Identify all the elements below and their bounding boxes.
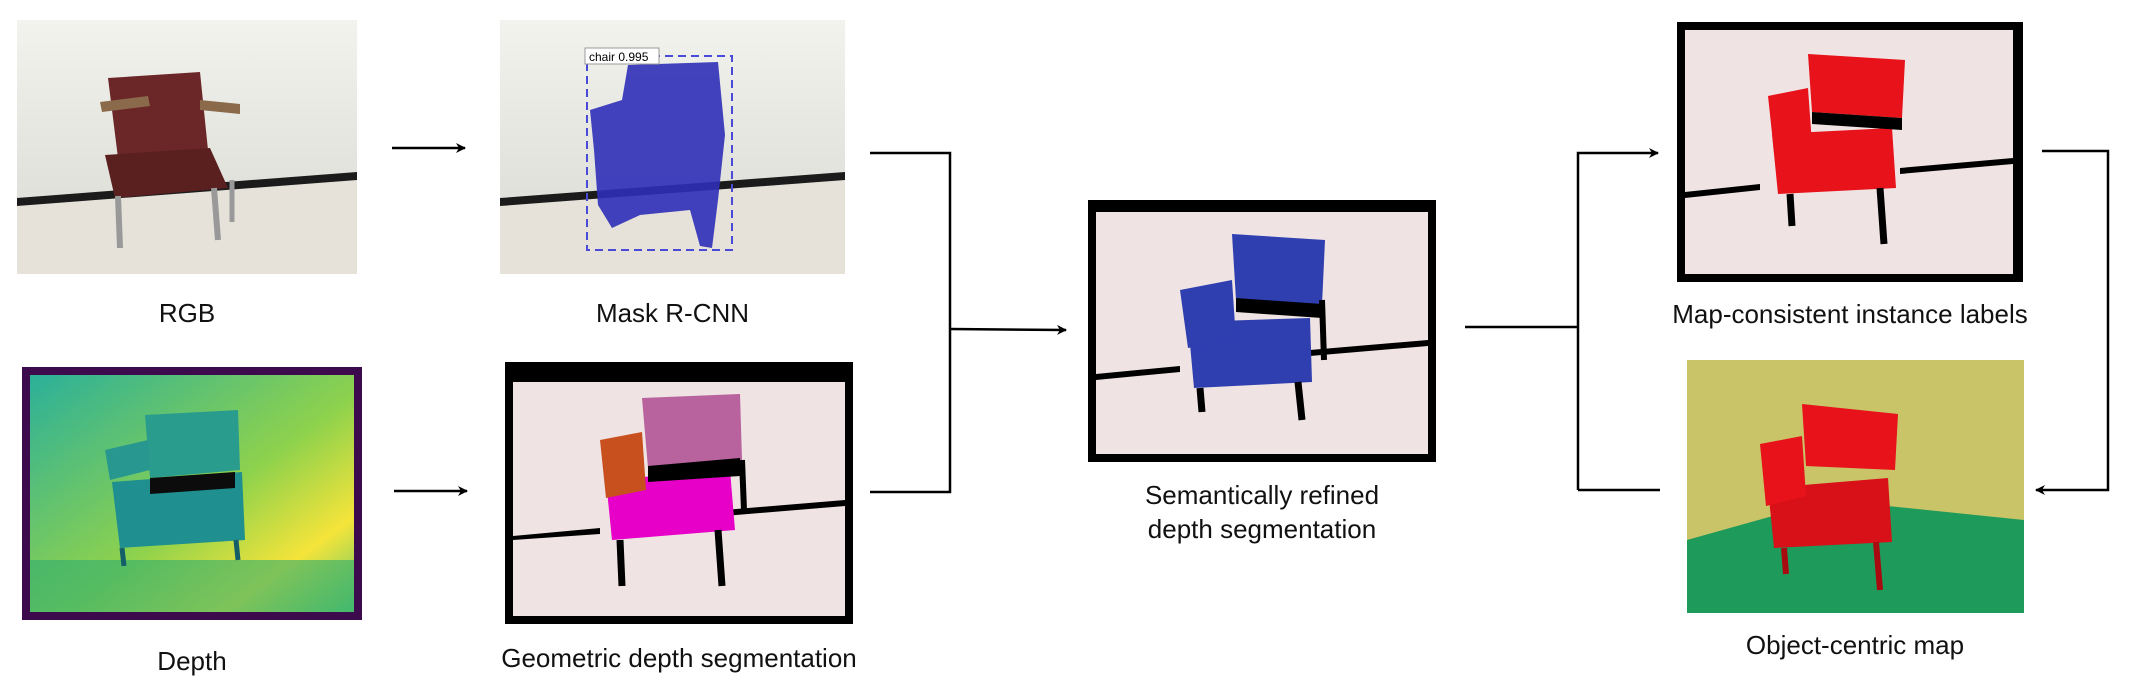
chair-segments-icon <box>600 394 747 587</box>
object-map-image <box>1687 360 2024 613</box>
depth-label: Depth <box>157 646 227 676</box>
map-label: Object-centric map <box>1745 630 1965 660</box>
arrow-merge-to-refined <box>949 324 1067 335</box>
chair-mask-icon <box>590 62 725 248</box>
refined-label-line2: depth segmentation <box>1147 514 1377 544</box>
refined-label-line1: Semantically refined <box>1144 480 1380 510</box>
chair-instance-icon <box>1768 54 1905 245</box>
detection-tag-box <box>584 47 660 65</box>
detection-tag: chair 0.995 <box>589 50 649 64</box>
mask-rcnn-label: Mask R-CNN <box>595 298 750 328</box>
arrow-instance-to-map <box>2035 149 2110 495</box>
connector-mask-to-merge <box>870 151 952 494</box>
instance-labels-image <box>1677 22 2023 282</box>
arrow-split-to-instance <box>1576 148 1659 490</box>
geometric-segmentation-image <box>505 362 853 624</box>
geometric-label: Geometric depth segmentation <box>501 643 857 673</box>
chair-photo-icon <box>100 72 240 249</box>
rgb-label: RGB <box>158 298 216 328</box>
mask-rcnn-image: chair 0.995 <box>500 20 845 274</box>
chair-refined-icon <box>1180 234 1327 421</box>
chair-depth-icon <box>105 410 245 567</box>
chair-map-icon <box>1760 404 1898 591</box>
refined-label: Semantically refined depth segmentation <box>1060 478 1464 546</box>
instance-label: Map-consistent instance labels <box>1672 299 2028 329</box>
refined-segmentation-image <box>1088 200 1436 462</box>
connectors <box>392 143 2110 496</box>
depth-image <box>22 367 362 620</box>
rgb-image <box>17 20 357 274</box>
